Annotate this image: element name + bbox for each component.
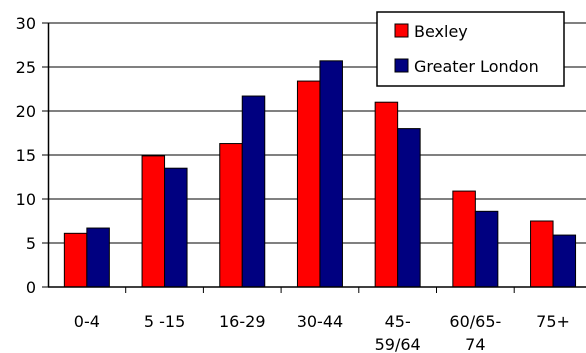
x-tick-label: 30-44 [297,312,344,331]
bar-greater-london [474,210,499,288]
bar-greater-london [552,234,577,288]
x-tick-label-line: 59/64 [375,335,421,353]
x-tick-label: 45- 59/64 [375,312,421,353]
bar-greater-london [319,60,343,288]
axes [47,23,586,288]
x-tick-labels: 0-4 5 -15 16-29 30-44 45- 59/64 60/65- 74 75+ [74,312,570,353]
y-tick-labels: 0 5 10 15 20 25 30 [16,14,36,297]
x-tick-label: 16-29 [219,312,266,331]
bar-bexley [63,232,88,288]
x-tick-label: 75+ [536,312,570,331]
x-tick-label-line: 0-4 [74,312,100,331]
y-tick-label: 10 [16,190,36,209]
bar-bexley [452,190,476,288]
y-tick-label: 5 [26,234,36,253]
x-tick-label: 5 -15 [144,312,185,331]
legend: Bexley Greater London [376,11,565,87]
x-tick-label-line: 16-29 [219,312,266,331]
legend-swatch-greater-london [394,58,409,73]
y-tick-label: 30 [16,14,36,33]
bar-bexley [141,155,166,288]
x-tick-label: 60/65- 74 [449,312,501,353]
x-tick-label-line: 75+ [536,312,570,331]
x-tick-label-line: 30-44 [297,312,344,331]
x-tick-label-line: 60/65- [449,312,501,331]
bar-bexley [374,101,399,288]
x-tick-label-line: 45- [385,312,411,331]
legend-label-bexley: Bexley [414,22,468,41]
x-tick-label-line: 5 -15 [144,312,185,331]
bar-greater-london [164,167,188,288]
legend-swatch-bexley [394,23,409,38]
bar-greater-london [397,128,421,288]
y-tick-label: 15 [16,146,36,165]
bar-bexley [219,143,243,288]
y-tick-label: 20 [16,102,36,121]
bar-greater-london [86,227,110,288]
x-tick-label: 0-4 [74,312,100,331]
y-tick-label: 25 [16,58,36,77]
y-tick-label: 0 [26,278,36,297]
x-tick-label-line: 74 [465,335,485,353]
bar-greater-london [241,95,266,288]
legend-label-greater-london: Greater London [414,57,539,76]
bar-bexley [530,220,554,288]
bars [63,60,577,288]
bar-bexley [296,80,321,288]
